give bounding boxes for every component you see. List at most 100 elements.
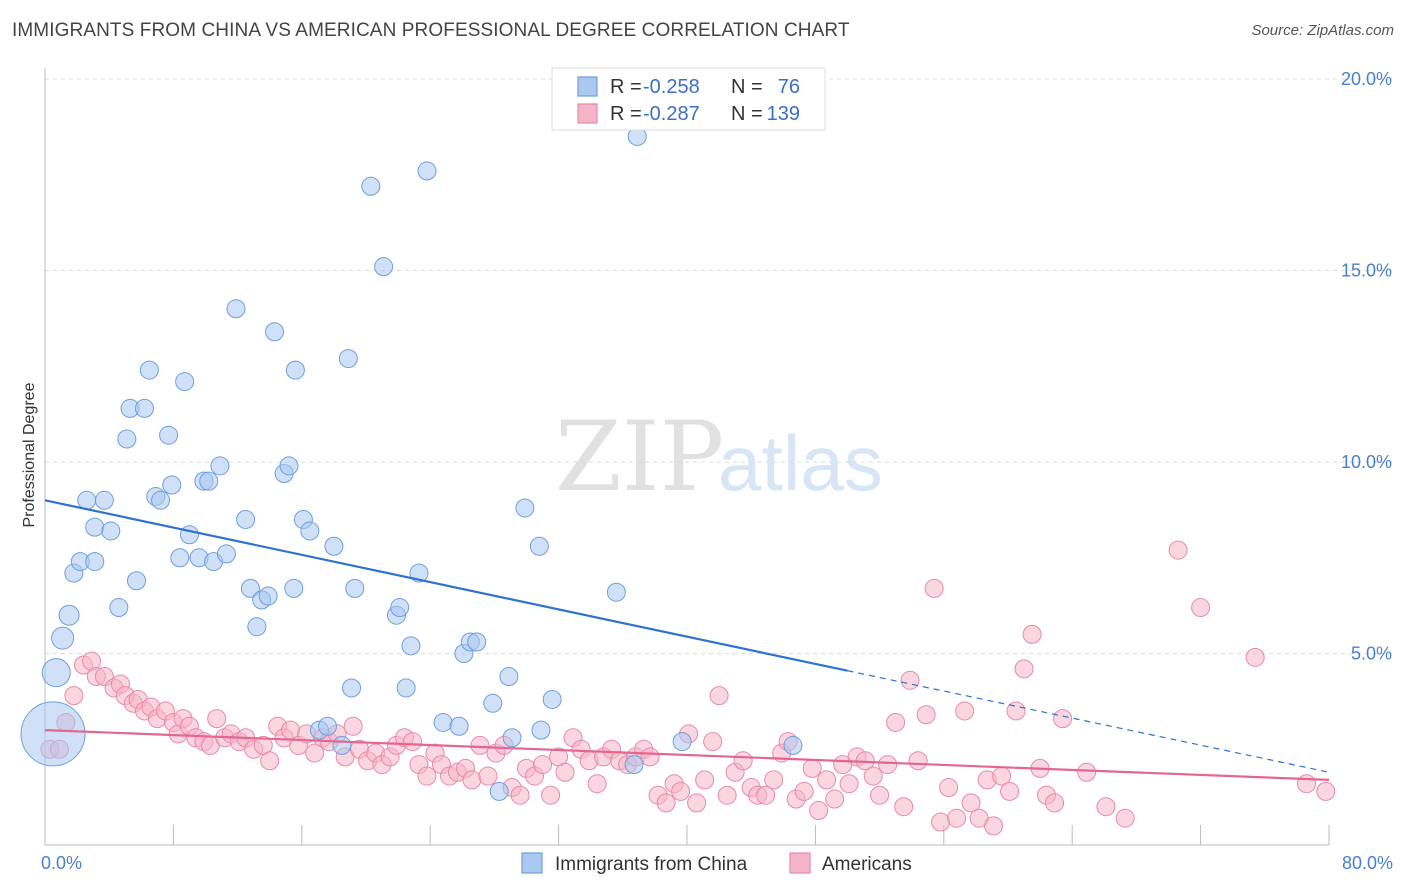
legend-n-value-china: 76 — [778, 76, 800, 98]
americans-point — [656, 793, 676, 813]
china-point — [624, 755, 644, 775]
americans-point — [703, 732, 723, 752]
china-point — [417, 161, 437, 181]
americans-point — [947, 808, 967, 828]
americans-point — [1096, 797, 1116, 817]
americans-point — [955, 701, 975, 721]
americans-point — [417, 766, 437, 786]
americans-point — [709, 686, 729, 706]
americans-point — [510, 785, 530, 805]
china-point — [409, 563, 429, 583]
china-point — [170, 548, 190, 568]
china-point — [51, 626, 75, 650]
china-point — [210, 456, 230, 476]
americans-point — [305, 743, 325, 763]
chart-title: IMMIGRANTS FROM CHINA VS AMERICAN PROFES… — [12, 20, 850, 41]
americans-point — [894, 797, 914, 817]
americans-point — [687, 793, 707, 813]
china-point — [489, 781, 509, 801]
y-tick-label: 10.0% — [1341, 452, 1392, 472]
americans-point — [478, 766, 498, 786]
china-point — [345, 578, 365, 598]
americans-point — [533, 755, 553, 775]
china-point — [324, 536, 344, 556]
y-tick-labels: 5.0% 10.0% 15.0% 20.0% — [1341, 69, 1392, 664]
legend-r-label-china: R = — [610, 76, 642, 98]
china-point — [85, 552, 105, 572]
americans-point — [717, 785, 737, 805]
americans-point — [931, 812, 951, 832]
bottom-legend: Immigrants from China Americans — [521, 852, 912, 875]
americans-point — [825, 789, 845, 809]
china-point — [332, 735, 352, 755]
china-point — [606, 582, 626, 602]
americans-point — [916, 705, 936, 725]
americans-point — [1168, 540, 1188, 560]
trend-line-china — [44, 499, 848, 672]
americans-point — [878, 755, 898, 775]
china-point — [401, 636, 421, 656]
series-americans-points — [40, 540, 1336, 836]
americans-point — [886, 712, 906, 732]
china-point — [499, 666, 519, 686]
china-point — [117, 429, 137, 449]
watermark: ZIP atlas — [555, 401, 883, 513]
americans-point — [809, 801, 829, 821]
china-point — [285, 360, 305, 380]
china-point — [433, 712, 453, 732]
china-point — [317, 716, 337, 736]
bottom-legend-label-americans: Americans — [822, 854, 912, 875]
legend-n-value-americans: 139 — [767, 103, 800, 125]
americans-point — [587, 774, 607, 794]
americans-point — [1022, 624, 1042, 644]
americans-point — [640, 747, 660, 767]
americans-point — [1053, 709, 1073, 729]
china-point — [109, 598, 129, 618]
china-point — [672, 732, 692, 752]
china-point — [542, 689, 562, 709]
china-point — [467, 632, 487, 652]
china-point — [300, 521, 320, 541]
china-point — [41, 658, 71, 688]
china-point — [94, 490, 114, 510]
americans-point — [794, 781, 814, 801]
china-point — [258, 586, 278, 606]
legend-swatch-china — [577, 76, 598, 97]
china-point — [77, 490, 97, 510]
americans-point — [1316, 781, 1336, 801]
china-point — [151, 490, 171, 510]
americans-point — [403, 732, 423, 752]
americans-point — [1297, 774, 1317, 794]
china-point — [483, 693, 503, 713]
china-point — [390, 598, 410, 618]
legend-r-value-china: -0.258 — [643, 76, 700, 98]
china-point — [159, 425, 179, 445]
americans-point — [764, 770, 784, 790]
x-tick-labels: 0.0% 80.0% — [41, 853, 1393, 873]
china-point — [531, 720, 551, 740]
china-point — [374, 257, 394, 277]
china-point — [58, 604, 80, 626]
americans-point — [984, 816, 1004, 836]
series-china-points — [20, 126, 803, 801]
china-point — [126, 571, 146, 591]
china-point — [247, 617, 267, 637]
china-point — [265, 322, 285, 342]
americans-point — [555, 762, 575, 782]
china-point — [236, 509, 256, 529]
americans-point — [1014, 659, 1034, 679]
americans-point — [733, 751, 753, 771]
bottom-legend-swatch-americans — [789, 852, 811, 874]
legend-r-label-americans: R = — [610, 103, 642, 125]
americans-point — [207, 709, 227, 729]
china-point — [199, 471, 219, 491]
china-point — [361, 176, 381, 196]
china-point — [502, 728, 522, 748]
legend-r-value-americans: -0.287 — [643, 103, 700, 125]
trend-line-china-extension — [847, 670, 1330, 773]
trend-line-americans — [44, 729, 1330, 781]
y-tick-label: 5.0% — [1351, 644, 1392, 664]
americans-point — [839, 774, 859, 794]
americans-point — [870, 785, 890, 805]
